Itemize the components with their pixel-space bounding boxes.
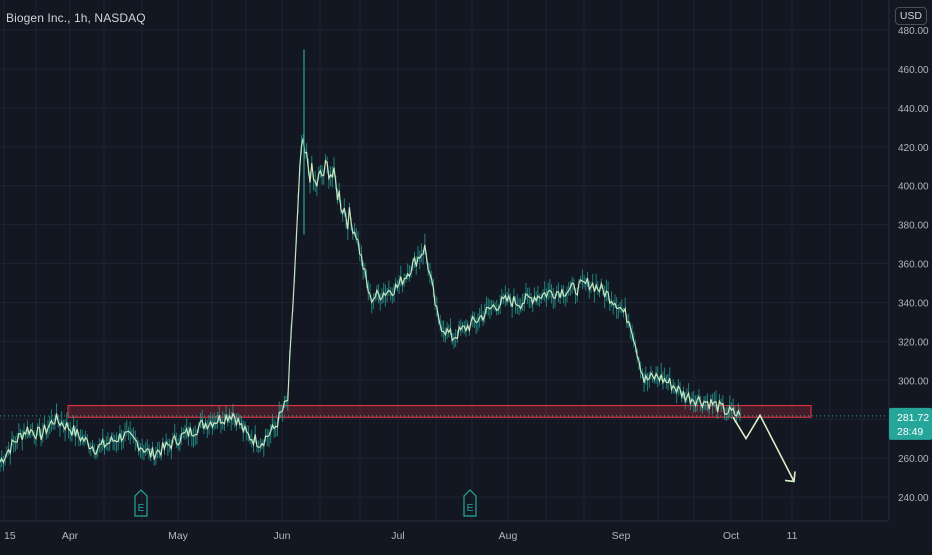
last-price-tag [889, 407, 932, 440]
price-axis-tick: 300.00 [898, 376, 929, 387]
price-axis-tick: 260.00 [898, 454, 929, 465]
time-axis-tick: Sep [612, 530, 631, 542]
resistance-zone-layer [0, 405, 888, 418]
bar-countdown: 28:49 [897, 426, 923, 438]
time-axis-tick: May [168, 530, 189, 542]
earnings-marker[interactable]: E [134, 489, 148, 517]
currency-badge[interactable]: USD [894, 7, 927, 25]
earnings-marker[interactable]: E [463, 489, 477, 517]
projection-path[interactable] [732, 413, 795, 482]
last-price-value: 281.72 [897, 412, 929, 424]
time-axis-tick: 15 [4, 530, 16, 542]
symbol-title: Biogen Inc., 1h, NASDAQ [6, 11, 146, 25]
time-axis-tick: Jul [391, 530, 404, 542]
price-axis-tick: 340.00 [898, 298, 929, 309]
grid [0, 0, 888, 520]
price-axis-tick: 360.00 [898, 260, 929, 271]
time-axis-tick: Jun [274, 530, 291, 542]
price-axis-tick: 480.00 [898, 26, 929, 37]
projection-layer [732, 413, 796, 483]
price-axis[interactable]: 240.00260.00280.00300.00320.00340.00360.… [888, 0, 932, 550]
price-tag-layer: 281.72 28:49 [889, 407, 932, 440]
time-axis-bg [0, 521, 889, 550]
price-series-layer [0, 49, 741, 473]
price-axis-bg [889, 0, 932, 550]
price-axis-tick: 240.00 [898, 493, 929, 504]
price-axis-tick: 420.00 [898, 143, 929, 154]
time-axis-tick: 11 [787, 530, 798, 542]
time-axis-tick: Aug [499, 530, 518, 542]
earnings-marker-label: E [138, 503, 145, 514]
resistance-zone[interactable] [67, 405, 812, 418]
price-axis-tick: 320.00 [898, 337, 929, 348]
earnings-marker-label: E [467, 503, 474, 514]
price-axis-tick: 440.00 [898, 104, 929, 115]
time-axis[interactable]: 15 Apr May Jun Jul Aug Sep Oct 11 [0, 520, 889, 550]
price-axis-tick: 400.00 [898, 182, 929, 193]
time-axis-tick: Oct [723, 530, 739, 542]
price-axis-tick: 460.00 [898, 65, 929, 76]
time-axis-tick: Apr [62, 530, 79, 542]
price-line[interactable] [0, 138, 741, 464]
projection-arrowhead [784, 471, 796, 483]
price-axis-tick: 380.00 [898, 221, 929, 232]
